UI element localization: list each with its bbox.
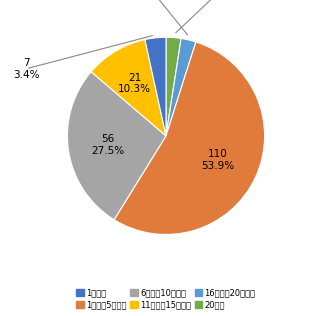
Wedge shape [67,72,166,220]
Wedge shape [91,40,166,136]
Wedge shape [166,37,181,136]
Wedge shape [145,37,166,136]
Text: 56
27.5%: 56 27.5% [91,134,124,156]
Wedge shape [166,39,196,136]
Text: 21
10.3%: 21 10.3% [118,73,151,94]
Text: 110
53.9%: 110 53.9% [202,149,234,171]
Text: 7
3.4%: 7 3.4% [13,58,39,80]
Legend: 1年未満, 1年以上5年以下, 6年以上10年以下, 11年以上15年以下, 16年以上20年以下, 20年超: 1年未満, 1年以上5年以下, 6年以上10年以下, 11年以上15年以下, 1… [76,289,256,309]
Wedge shape [114,42,265,234]
